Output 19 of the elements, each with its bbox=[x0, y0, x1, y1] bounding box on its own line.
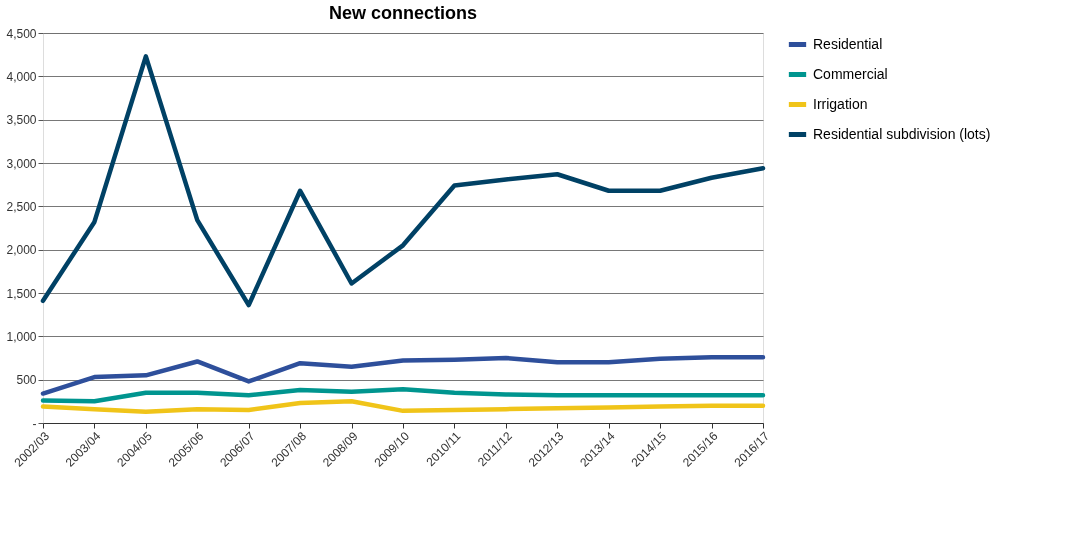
y-tick-label: - bbox=[32, 416, 37, 431]
line-series bbox=[40, 386, 766, 404]
y-tick-label: 1,500 bbox=[6, 286, 37, 301]
y-tick-label: 500 bbox=[16, 373, 37, 388]
legend-label: Residential subdivision (lots) bbox=[813, 125, 991, 142]
line-series bbox=[40, 54, 766, 308]
line-series bbox=[40, 354, 766, 396]
y-tick-label: 2,000 bbox=[6, 243, 37, 258]
y-tick-label: 3,000 bbox=[6, 156, 37, 171]
chart-title: New connections bbox=[328, 3, 478, 23]
y-tick-label: 4,500 bbox=[6, 26, 37, 41]
y-tick-label: 4,000 bbox=[6, 69, 37, 84]
legend-label: Irrigation bbox=[813, 95, 868, 112]
y-tick-label: 1,000 bbox=[6, 329, 37, 344]
legend-label: Commercial bbox=[813, 65, 888, 82]
y-tick-label: 2,500 bbox=[6, 199, 37, 214]
legend-label: Residential bbox=[813, 35, 883, 52]
y-tick-label: 3,500 bbox=[6, 113, 37, 128]
line-series bbox=[40, 399, 766, 414]
